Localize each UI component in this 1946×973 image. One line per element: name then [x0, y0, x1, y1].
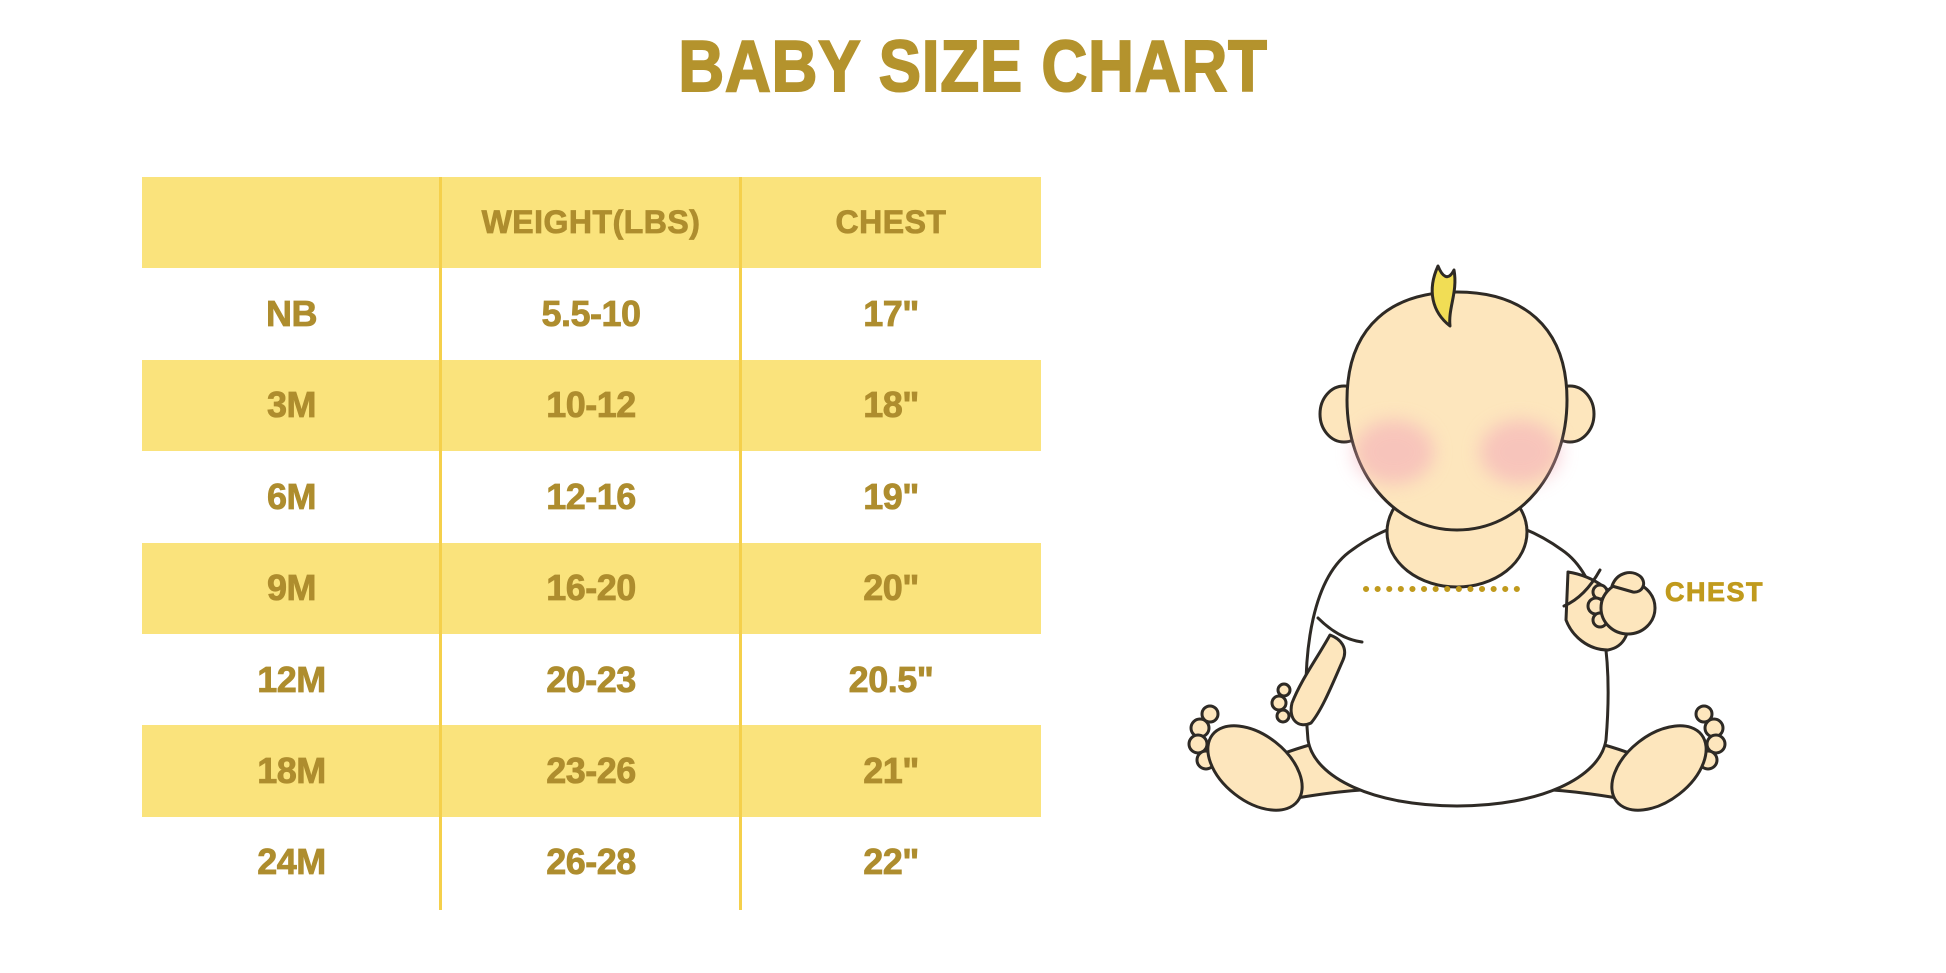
baby-svg	[1187, 264, 1727, 812]
table-row: 18M 23-26 21"	[142, 725, 1041, 817]
chest-cell: 19"	[863, 475, 920, 517]
baby-left-arm	[1270, 633, 1347, 727]
weight-cell: 12-16	[546, 475, 637, 517]
table-row: 6M 12-16 19"	[142, 451, 1041, 542]
column-divider	[439, 177, 442, 910]
weight-cell: 10-12	[546, 384, 637, 426]
weight-cell: 23-26	[546, 749, 637, 792]
weight-cell: 5.5-10	[541, 293, 641, 335]
weight-cell: 26-28	[546, 841, 637, 883]
size-cell: 18M	[257, 749, 327, 792]
size-cell: 9M	[266, 567, 317, 609]
chest-cell: 20"	[863, 567, 920, 609]
chest-label: CHEST	[1665, 577, 1765, 608]
chest-cell: 22"	[863, 841, 920, 883]
chest-cell: 17"	[863, 293, 920, 335]
table-row: 24M 26-28 22"	[142, 817, 1041, 908]
header-weight: WEIGHT(LBS)	[481, 204, 701, 241]
left-sleeve-edge	[1316, 616, 1364, 644]
header-size	[142, 177, 441, 268]
table-row: NB 5.5-10 17"	[142, 268, 1041, 359]
chest-cell: 18"	[863, 384, 920, 426]
baby-left-foot	[1187, 704, 1304, 812]
baby-illustration	[1180, 220, 1740, 840]
header-chest: CHEST	[835, 204, 947, 241]
page-title: BABY SIZE CHART	[677, 27, 1268, 107]
baby-right-cheek	[1480, 420, 1560, 484]
baby-right-foot	[1610, 704, 1727, 812]
size-cell: 6M	[266, 475, 317, 517]
size-table: WEIGHT(LBS) CHEST NB 5.5-10 17" 3M 10-12…	[142, 177, 1041, 910]
right-sleeve-edge	[1562, 568, 1602, 608]
weight-cell: 20-23	[546, 658, 637, 700]
table-header-row: WEIGHT(LBS) CHEST	[142, 177, 1041, 269]
chest-cell: 21"	[863, 749, 920, 792]
hair-tuft-icon	[1430, 264, 1457, 328]
size-cell: NB	[266, 293, 318, 335]
table-row: 3M 10-12 18"	[142, 359, 1041, 452]
table-row: 9M 16-20 20"	[142, 542, 1041, 634]
weight-cell: 16-20	[546, 567, 637, 609]
baby-onesie	[1304, 514, 1610, 808]
size-cell: 24M	[257, 841, 327, 883]
baby-left-cheek	[1354, 420, 1434, 484]
chest-cell: 20.5"	[848, 658, 934, 700]
column-divider	[739, 177, 742, 910]
baby-head	[1345, 290, 1569, 532]
table-row: 12M 20-23 20.5"	[142, 634, 1041, 725]
size-cell: 3M	[266, 384, 317, 426]
size-cell: 12M	[257, 658, 327, 700]
baby-right-arm	[1564, 570, 1657, 652]
